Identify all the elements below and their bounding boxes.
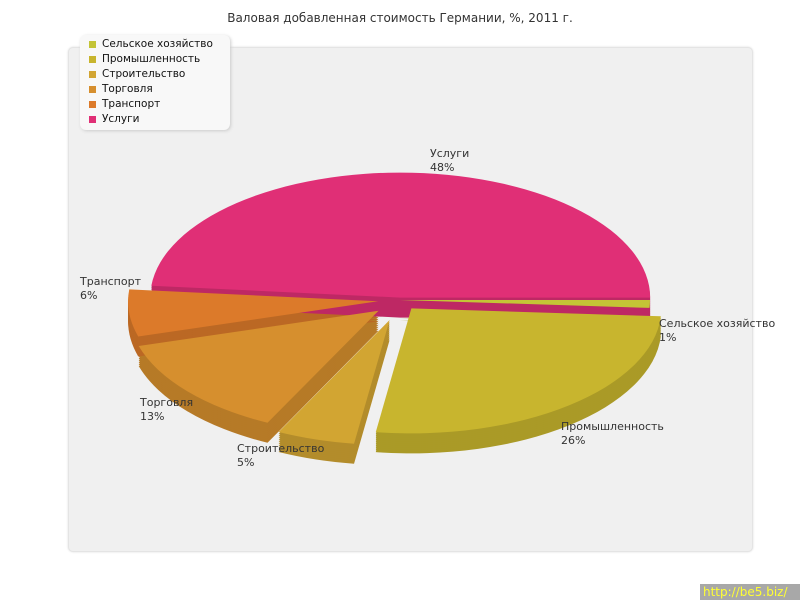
data-label-value: 26% — [561, 434, 585, 447]
legend-item[interactable]: Сельское хозяйство — [80, 37, 230, 52]
legend-swatch — [89, 56, 96, 63]
legend-swatch — [89, 41, 96, 48]
slice-3[interactable] — [138, 310, 379, 423]
legend-item[interactable]: Промышленность — [80, 52, 230, 67]
data-label-value: 6% — [80, 289, 97, 302]
slice-0[interactable] — [400, 300, 650, 308]
legend-label: Промышленность — [102, 53, 201, 65]
data-label-category: Сельское хозяйство — [659, 317, 775, 330]
data-label-category: Услуги — [430, 147, 469, 160]
data-label-category: Промышленность — [561, 420, 664, 433]
legend-swatch — [89, 71, 96, 78]
data-label-value: 1% — [659, 331, 676, 344]
legend-label: Торговля — [102, 83, 153, 95]
legend-swatch — [89, 116, 96, 123]
watermark[interactable]: http://be5.biz/ — [700, 584, 800, 600]
data-label-value: 48% — [430, 161, 454, 174]
slice-5[interactable] — [151, 172, 651, 298]
legend-label: Сельское хозяйство — [102, 38, 213, 50]
chart-title: Валовая добавленная стоимость Германии, … — [227, 11, 573, 25]
slice-1[interactable] — [375, 308, 661, 434]
legend-item[interactable]: Строительство — [80, 67, 230, 82]
data-label-category: Транспорт — [79, 275, 142, 288]
slice-4[interactable] — [128, 289, 379, 337]
legend-label: Услуги — [102, 113, 140, 125]
legend-label: Транспорт — [102, 98, 161, 110]
legend: Сельское хозяйство Промышленность Строител… — [80, 35, 230, 130]
data-label-value: 5% — [237, 456, 254, 469]
legend-item[interactable]: Торговля — [80, 82, 230, 97]
slice-2[interactable] — [278, 320, 390, 444]
data-label-value: 13% — [140, 410, 164, 423]
legend-item[interactable]: Транспорт — [80, 97, 230, 112]
legend-label: Строительство — [102, 68, 186, 80]
data-label-category: Строительство — [237, 442, 325, 455]
data-label-category: Торговля — [139, 396, 193, 409]
legend-swatch — [89, 101, 96, 108]
legend-item[interactable]: Услуги — [80, 112, 230, 127]
legend-swatch — [89, 86, 96, 93]
